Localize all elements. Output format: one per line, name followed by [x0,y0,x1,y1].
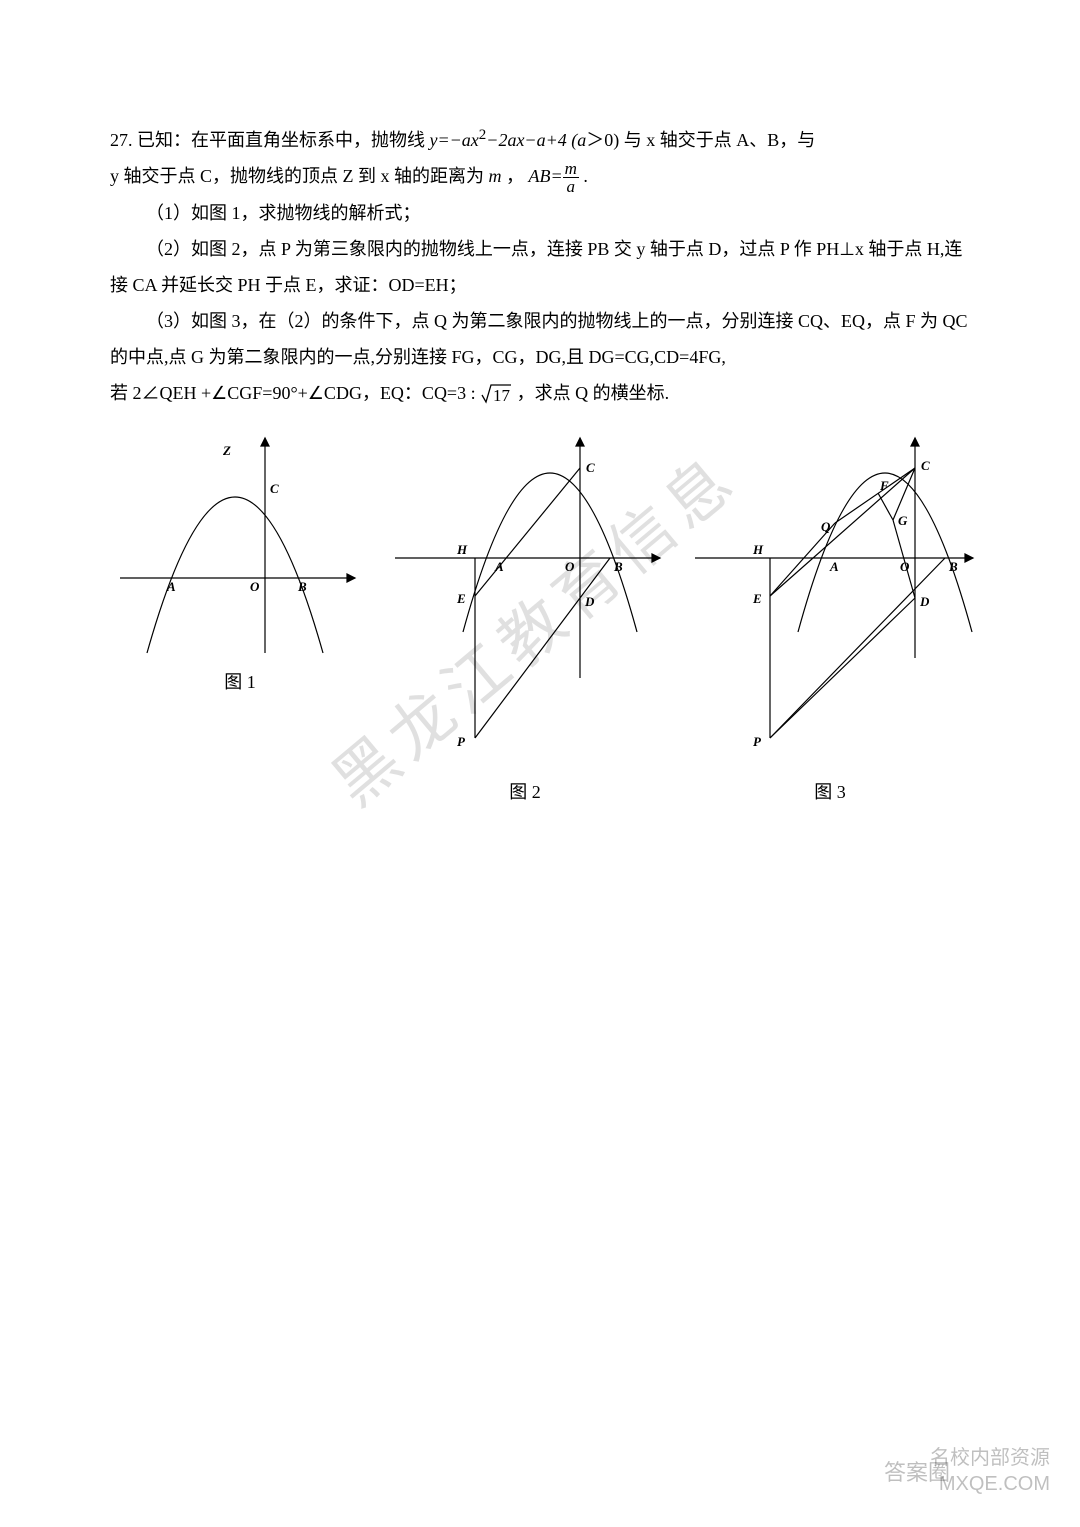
arrow-y [576,438,584,446]
figures-row: Z C A O B 图 1 [110,428,970,804]
math-frag: −2ax−a+4 (a [486,130,586,150]
part-3a: （3）如图 3，在（2）的条件下，点 Q 为第二象限内的抛物线上的一点，分别连接… [110,303,970,375]
figure-3-caption: 图 3 [814,778,846,804]
line-ce [770,468,915,596]
label-o: O [250,579,260,594]
math-var: ax [462,130,479,150]
label-o: O [900,559,910,574]
watermark-line: MXQE.COM [930,1471,1050,1497]
label-a: A [829,559,839,574]
label-c: C [921,458,930,473]
problem-block: 27. 已知：在平面直角坐标系中，抛物线 y=−ax2−2ax−a+4 (a＞0… [110,120,970,413]
watermark-corner: 名校内部资源 MXQE.COM [930,1445,1050,1497]
math-frag: AB= [529,166,563,186]
label-b: B [948,559,958,574]
figure-3-svg: C F Q G H A O B E D P [680,428,980,768]
math-frag: ax2 [462,130,487,150]
watermark-line: 名校内部资源 [930,1445,1050,1471]
label-d: D [584,594,595,609]
problem-line-1: 27. 已知：在平面直角坐标系中，抛物线 y=−ax2−2ax−a+4 (a＞0… [110,120,970,158]
label-h: H [752,542,764,557]
label-p: P [753,734,762,749]
figure-1-svg: Z C A O B [110,428,370,658]
math-frag: 3 : [457,383,480,403]
arrow-x [965,554,973,562]
text-frag: 若 2∠QEH +∠CGF=90°+∠CDG，EQ：CQ= [110,383,457,403]
figure-1: Z C A O B 图 1 [110,428,370,804]
figure-1-caption: 图 1 [224,668,256,694]
label-c: C [586,460,595,475]
line-pd-extra [770,598,915,738]
arrow-y [261,438,269,446]
label-e: E [752,591,762,606]
label-q: Q [821,519,831,534]
part-3b: 若 2∠QEH +∠CGF=90°+∠CDG，EQ：CQ=3 : 17 ，求点 … [110,375,970,413]
line-fg [878,493,893,520]
label-c: C [270,481,279,496]
problem-line-2: y 轴交于点 C，抛物线的顶点 Z 到 x 轴的距离为 m ， AB=ma . [110,158,970,195]
line-pb [475,558,610,738]
label-f: F [879,478,889,493]
part-2: （2）如图 2，点 P 为第三象限内的抛物线上一点，连接 PB 交 y 轴于点 … [110,231,970,303]
label-b: B [613,559,623,574]
label-a: A [494,559,504,574]
sqrt: 17 [480,377,512,413]
parabola [147,497,323,653]
fraction-den: a [563,178,579,195]
figure-2: C H A O B E D P 图 2 [380,428,670,804]
text-frag: . [579,166,588,186]
label-d: D [919,594,930,609]
label-g: G [898,513,908,528]
sqrt-val: 17 [493,386,511,405]
label-a: A [166,579,176,594]
text-frag: y 轴交于点 C，抛物线的顶点 Z 到 x 轴的距离为 [110,166,484,186]
label-e: E [456,591,466,606]
watermark-brand: 答案圈 [884,1455,950,1487]
text-frag: ，求点 Q 的横坐标. [512,383,669,403]
line-ce [475,468,580,596]
math-var: m [489,166,502,186]
text-frag: 已知：在平面直角坐标系中，抛物线 [137,130,430,150]
label-p: P [457,734,466,749]
label-o: O [565,559,575,574]
math-frag: y=− [430,130,462,150]
parabola [798,473,972,632]
text-frag: 与 x 轴交于点 A、B，与 [624,130,816,150]
math-frag: ＞0) [586,130,619,150]
fraction: ma [563,160,579,195]
figure-3: C F Q G H A O B E D P 图 3 [680,428,980,804]
arrow-y [911,438,919,446]
arrow-x [347,574,355,582]
part-1: （1）如图 1，求抛物线的解析式； [110,195,970,231]
problem-number: 27. [110,130,133,150]
arrow-x [652,554,660,562]
label-b: B [297,579,307,594]
parabola [463,473,637,632]
line-pb [770,558,945,738]
label-z: Z [222,443,231,458]
fraction-num: m [563,160,579,178]
label-h: H [456,542,468,557]
figure-2-caption: 图 2 [509,778,541,804]
text-frag: ， [502,166,529,186]
figure-2-svg: C H A O B E D P [380,428,670,768]
